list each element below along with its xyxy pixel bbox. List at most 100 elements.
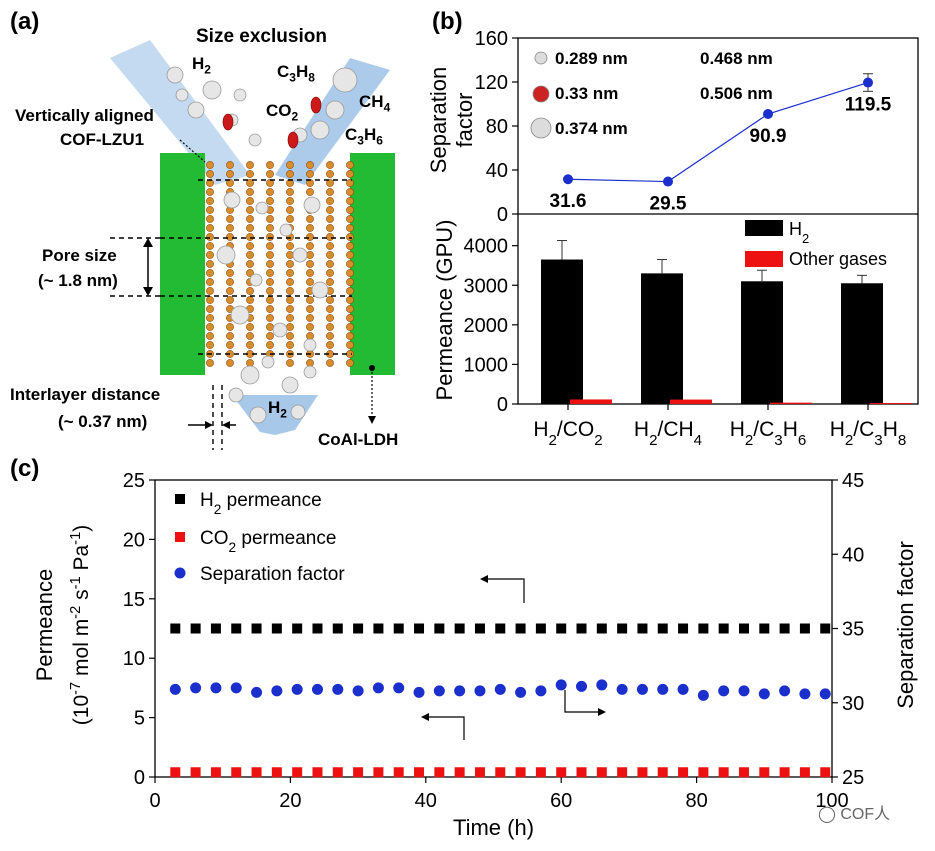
xtick-sub: 3	[774, 432, 782, 449]
c-ytick-right-label: 40	[842, 544, 864, 566]
c-point-co2	[190, 767, 201, 778]
c-ytick-left-label: 10	[123, 648, 145, 670]
cof-label-line2: COF-LZU1	[60, 130, 145, 149]
xtick-sub: 8	[898, 432, 906, 449]
cof-chain-bead	[206, 332, 214, 340]
xtick-part: H	[533, 418, 548, 441]
cof-chain-bead	[206, 278, 214, 286]
c-point-separation-factor	[718, 685, 730, 697]
c-point-h2	[535, 623, 546, 634]
c-point-co2	[779, 767, 790, 778]
cof-chain-bead	[226, 161, 234, 169]
yl-sup: -1	[68, 532, 84, 545]
cof-chain-bead	[346, 251, 354, 259]
c-point-h2	[738, 623, 749, 634]
top-ylabel-line1: Separation	[426, 67, 451, 173]
c-point-h2	[678, 623, 689, 634]
cof-chain-bead	[266, 215, 274, 223]
watermark: ◯ COF人	[818, 806, 891, 823]
cof-chain-bead	[306, 305, 314, 313]
cof-chain-bead	[286, 197, 294, 205]
c-xtick-label: 20	[279, 790, 301, 812]
c-point-co2	[353, 767, 364, 778]
cof-chain-bead	[306, 269, 314, 277]
c-point-co2	[535, 767, 546, 778]
cof-chain-bead	[326, 197, 334, 205]
cof-chain-bead	[286, 215, 294, 223]
c-point-h2	[617, 623, 628, 634]
legend-other-swatch	[745, 251, 783, 267]
bottom-ytick-label: 2000	[464, 315, 509, 337]
cof-chain-bead	[266, 323, 274, 331]
top-ytick-label: 120	[475, 72, 508, 94]
gas-molecule	[303, 196, 321, 214]
cof-chain-bead	[326, 224, 334, 232]
c-point-separation-factor	[433, 685, 445, 697]
cof-chain-bead	[246, 224, 254, 232]
cof-chain-bead	[346, 350, 354, 358]
incoming-arrow-left	[110, 40, 250, 185]
gas-molecule	[292, 247, 308, 263]
bottom-xtick-label: H2/CH4	[634, 418, 702, 449]
gas-molecule	[303, 338, 317, 352]
gas-molecule	[290, 404, 306, 420]
c-legend-sub: 2	[229, 540, 237, 555]
c-point-separation-factor	[332, 683, 344, 695]
cof-chain-bead	[206, 206, 214, 214]
c-point-co2	[292, 767, 303, 778]
sf-point	[563, 174, 573, 185]
c-legend-label: Separation factor	[200, 564, 345, 585]
top-ylabel-line2: factor	[452, 92, 477, 147]
cof-chain-bead	[266, 197, 274, 205]
c-point-separation-factor	[291, 683, 303, 695]
yl-part: (10	[70, 695, 93, 725]
cof-chain-bead	[206, 359, 214, 367]
yl-part: Pa	[70, 545, 93, 577]
cof-chain-bead	[226, 332, 234, 340]
cof-chain-bead	[326, 206, 334, 214]
top-ytick-label: 40	[486, 160, 508, 182]
mol-h2-label: H2	[192, 54, 211, 77]
cof-chain-bead	[306, 251, 314, 259]
c-point-separation-factor	[555, 679, 567, 691]
gas-molecule	[166, 66, 184, 84]
c-point-co2	[373, 767, 384, 778]
gas-molecule	[187, 101, 205, 119]
bottom-xtick-label: H2/CO2	[533, 418, 602, 449]
c-point-h2	[474, 623, 485, 634]
cof-chain-bead	[206, 224, 214, 232]
cof-chain-bead	[286, 170, 294, 178]
cof-chain-bead	[266, 242, 274, 250]
h2-out-label: H2	[268, 398, 287, 421]
other-gas-bar	[870, 402, 912, 404]
c-point-co2	[637, 767, 648, 778]
bottom-ytick-label: 0	[497, 394, 508, 416]
mol-ch4-label: CH4	[359, 92, 391, 115]
gas-molecule	[202, 80, 222, 100]
cof-chain-bead	[286, 332, 294, 340]
mol-c3h8-label: C3H8	[277, 62, 315, 85]
cof-chain-bead	[246, 341, 254, 349]
cof-chain-bead	[306, 332, 314, 340]
cof-chain-bead	[346, 233, 354, 241]
cof-chain-bead	[266, 332, 274, 340]
cof-chain-bead	[346, 224, 354, 232]
cof-chain-bead	[346, 296, 354, 304]
xtick-sub: 2	[649, 432, 657, 449]
cof-chain-bead	[306, 242, 314, 250]
gas-molecule	[248, 133, 262, 147]
coal-ldh-label: CoAl-LDH	[318, 430, 399, 449]
cof-chain-bead	[206, 287, 214, 295]
c-point-separation-factor	[799, 688, 811, 700]
cof-chain-bead	[206, 170, 214, 178]
c-point-separation-factor	[738, 685, 750, 697]
pore-size-line1: Pore size	[42, 246, 117, 265]
size-exclusion-title: Size exclusion	[196, 26, 327, 47]
cof-chain-bead	[286, 305, 294, 313]
cof-chain-bead	[266, 278, 274, 286]
legend-size-5: 0.506 nm	[700, 84, 773, 103]
bottom-xtick-label: H2/C3H8	[830, 418, 907, 449]
xtick-part: /C	[853, 418, 874, 441]
c-point-h2	[231, 623, 242, 634]
